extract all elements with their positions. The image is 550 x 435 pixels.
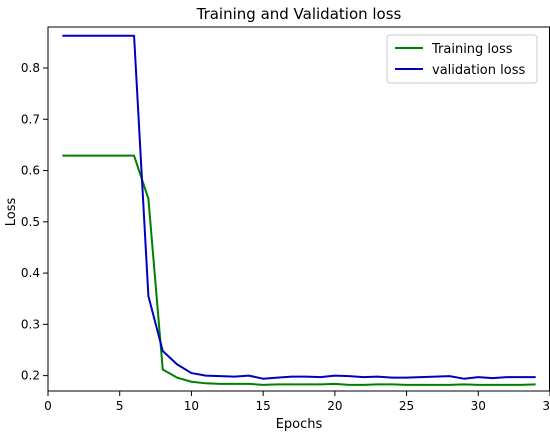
x-tick-label: 35 [542, 399, 550, 413]
x-tick-label: 30 [471, 399, 486, 413]
plot-area [62, 34, 536, 386]
y-tick-label: 0.8 [21, 61, 40, 75]
y-tick-label: 0.4 [21, 266, 40, 280]
y-tick-label: 0.2 [21, 369, 40, 383]
legend-box [386, 34, 538, 84]
x-tick-label: 10 [184, 399, 199, 413]
x-tick-label: 20 [327, 399, 342, 413]
y-axis-label: Loss [4, 198, 19, 227]
legend-label-1: Training loss [431, 42, 513, 57]
series-line-1 [62, 154, 536, 386]
y-tick-label: 0.6 [21, 164, 40, 178]
x-tick-label: 25 [399, 399, 414, 413]
chart-title: Training and Validation loss [196, 5, 402, 23]
axes: 0 5 10 15 20 25 30 35 0.2 0.3 0.4 0.5 0.6 0.7 0.8 [21, 26, 550, 413]
x-tick-label: 0 [44, 399, 52, 413]
x-tick-label: 15 [256, 399, 271, 413]
y-tick-label: 0.5 [21, 215, 40, 229]
y-tick-label: 0.7 [21, 112, 40, 126]
x-tick-label: 5 [116, 399, 124, 413]
legend: Training loss validation loss [386, 34, 538, 84]
y-tick-label: 0.3 [21, 317, 40, 331]
legend-label-2: validation loss [432, 63, 525, 78]
x-axis-label: Epochs [276, 417, 323, 432]
series-line-2 [62, 34, 536, 380]
